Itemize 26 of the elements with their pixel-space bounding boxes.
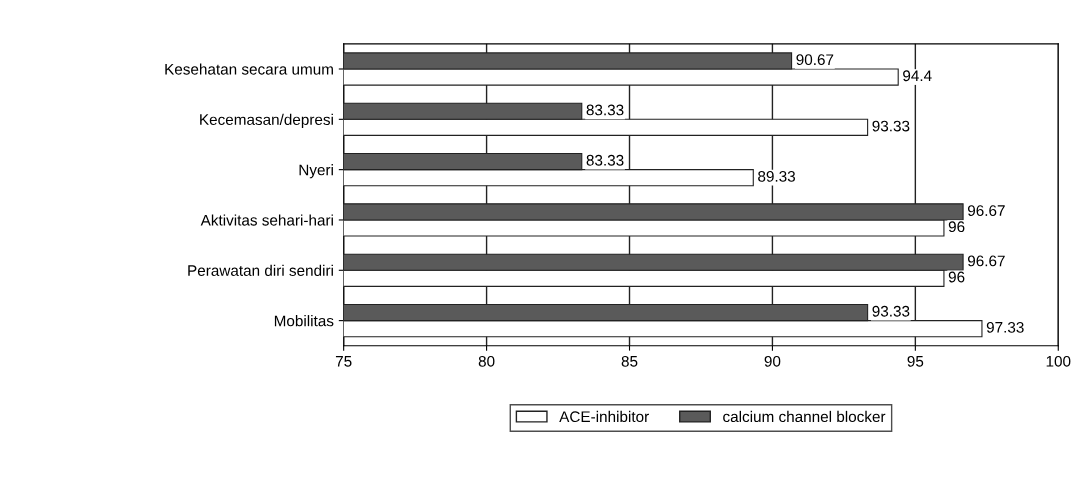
x-tick-label: 100 (1046, 355, 1071, 367)
data-label: 96 (948, 221, 965, 233)
data-label: 96.67 (967, 255, 1005, 267)
data-label: 94.4 (903, 70, 932, 82)
data-label: 90.67 (796, 54, 834, 66)
y-tick-label: Nyeri (299, 164, 333, 179)
data-label: 96.67 (967, 205, 1005, 217)
x-tick-label: 90 (764, 355, 781, 367)
data-label: 93.33 (872, 305, 910, 317)
data-label: 96 (948, 271, 965, 283)
legend-label: ACE-inhibitor (559, 410, 649, 423)
data-label: 93.33 (872, 120, 910, 132)
y-tick-label: Aktivitas sehari-hari (200, 214, 333, 226)
legend-label: calcium channel blocker (723, 410, 886, 423)
data-label: 97.33 (986, 321, 1024, 333)
y-tick-label: Perawatan diri sendiri (188, 264, 333, 276)
data-label: 83.33 (586, 154, 624, 166)
data-label: 89.33 (758, 170, 795, 182)
data-label: 83.33 (586, 104, 624, 116)
x-tick-label: 80 (478, 355, 495, 367)
x-tick-label: 75 (335, 356, 352, 367)
y-tick-label: Kecemasan/depresi (200, 113, 333, 129)
x-tick-label: 95 (907, 355, 924, 367)
x-tick-label: 85 (621, 355, 638, 367)
y-tick-label: Mobilitas (274, 315, 334, 327)
y-tick-label: Kesehatan secara umum (165, 63, 333, 75)
